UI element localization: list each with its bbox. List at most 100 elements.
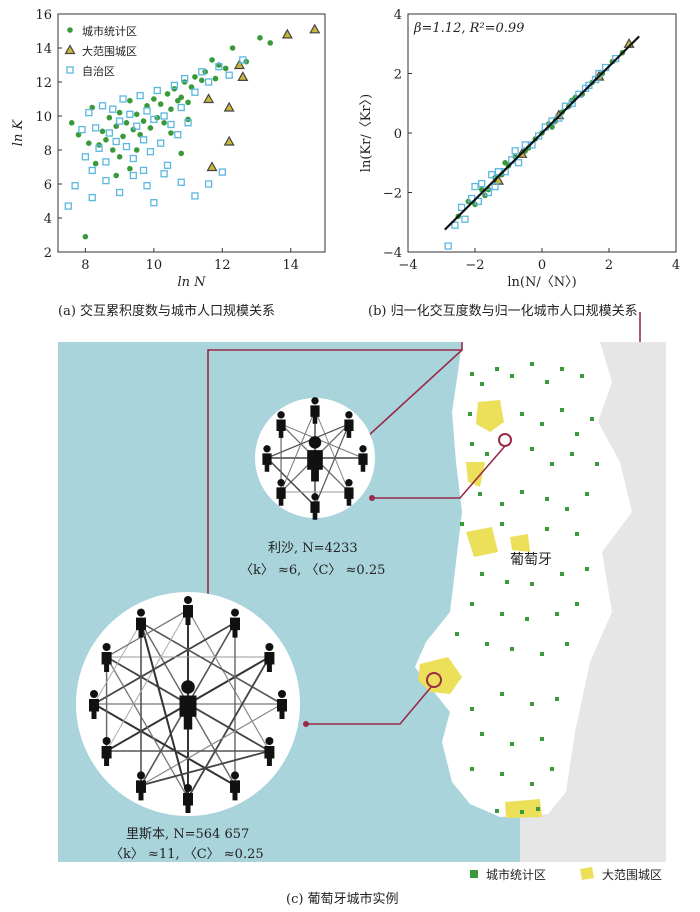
chart-b: −4 −2 0 2 4 −4 −2 0 2 4 β=1.12, R²=0.99 ln(N/〈N〉) ln… [359,8,680,290]
point-a-square [133,122,141,130]
point-a-circle [86,140,92,146]
person-body [264,652,275,672]
urban-dot [575,532,579,536]
point-a-circle [82,233,89,240]
person-icon [179,680,197,730]
person-body [310,405,320,424]
urban-dot [545,527,549,531]
point-a-square [198,68,206,76]
point-a-square [136,91,144,100]
connector-lines [207,312,641,725]
urban-dot [550,462,554,466]
point-a-circle [185,99,191,106]
point-b-square [444,242,452,250]
city2-stats: 〈k〉 ≈11, 〈C〉 ≈0.25 [110,847,264,862]
point-a-circle [188,84,195,90]
point-a-square [160,112,168,120]
point-b-square [585,81,593,90]
urban-areas [455,362,599,814]
point-a-square [184,119,192,127]
point-a-square [119,95,127,103]
network-edge [187,656,271,799]
urban-dot [500,612,504,616]
legend-metro-label: 大范围城区 [602,868,662,882]
legend-urban-swatch [470,870,478,878]
urban-dot [525,617,529,621]
lisbon-network [76,592,300,816]
point-a-square [139,166,148,175]
person-body [89,699,99,719]
urban-dot [470,442,474,446]
person-icon [230,771,240,801]
urban-dot [495,809,499,813]
urban-dot [500,772,504,776]
person-icon [344,411,354,438]
point-a-square [78,125,86,134]
series-a-triangle [203,23,321,172]
point-a-square [95,144,103,152]
point-a-triangle [203,93,215,104]
person-head [184,596,192,604]
caption-a: (a) 交互累积度数与城市人口规模关系 [58,304,276,319]
person-head [231,608,239,617]
point-a-square [85,108,93,117]
person-head [231,771,239,780]
urban-dot [500,692,504,696]
person-body [101,652,112,672]
x-axis-label-b: ln(N/〈N〉) [507,275,576,290]
person-icon [89,690,99,719]
point-a-square [239,56,247,64]
person-head [265,643,274,651]
person-icon [310,493,320,520]
person-icon [264,643,275,672]
point-b-square [474,197,482,206]
point-a-square [143,107,151,115]
person-body [277,699,287,719]
person-icon [183,596,193,625]
point-b-square [534,132,543,140]
point-a-square [105,129,113,137]
point-a-circle [92,160,99,167]
x-tick-label-b: −4 [398,258,417,273]
point-a-triangle [233,59,245,70]
person-head [311,397,319,405]
caption-b: (b) 归一化交互度数与归一化城市人口规模关系 [368,304,638,319]
x-tick-label-a: 8 [81,258,89,273]
person-icon [358,445,368,472]
network-edge [140,622,189,799]
person-icon [101,737,112,766]
point-b-square [521,141,529,149]
urban-dot [555,612,559,616]
point-a-square [81,153,90,161]
network-edge [93,621,236,705]
y-tick-label-b: −4 [383,246,402,261]
urban-dot [560,367,564,371]
urban-dot [470,602,474,606]
point-a-triangle [309,23,321,34]
fit-line-b [444,35,640,231]
person-head [184,784,192,792]
person-body [310,501,320,520]
city2-name: 里斯本, N=564 657 [126,827,249,842]
person-head [278,690,286,698]
point-a-square [225,71,233,79]
annotation-b: β=1.12, R²=0.99 [413,21,524,36]
person-body [344,419,354,438]
urban-dot [575,602,579,606]
point-a-circle [198,77,205,84]
point-b-square [511,147,519,155]
point-a-square [129,154,137,163]
point-a-circle [175,97,181,104]
person-body [179,695,197,730]
y-tick-label-a: 6 [44,178,52,193]
legend-urban-label: 城市统计区 [486,867,546,882]
point-a-square [102,158,110,166]
point-b-square [568,99,576,107]
point-b-square [451,221,459,229]
point-a-circle [157,101,164,107]
urban-dot [495,367,499,371]
city1-stats: 〈k〉 ≈6, 〈C〉 ≈0.25 [240,563,385,578]
point-a-square [146,148,155,156]
urban-dot [520,412,524,416]
urban-dot [500,522,504,526]
